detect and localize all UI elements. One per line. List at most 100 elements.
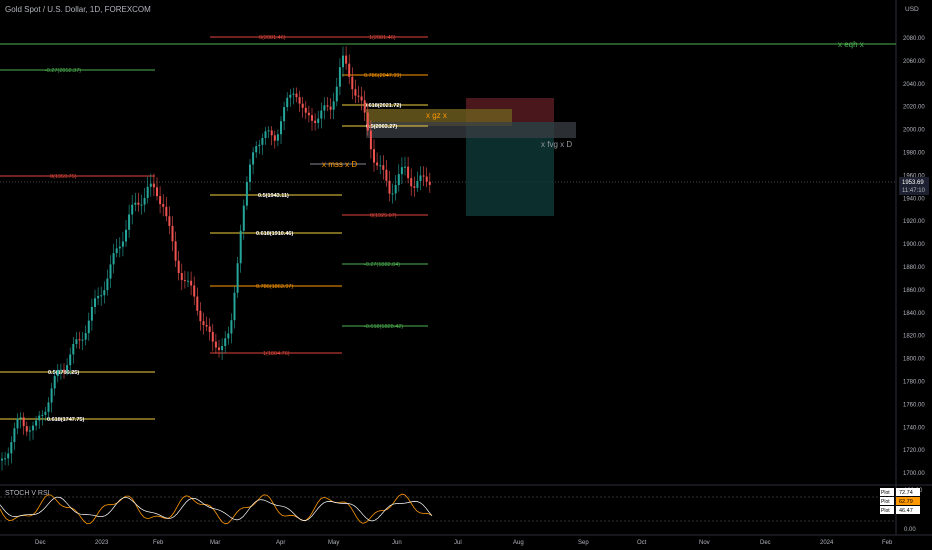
- candle-body: [354, 89, 357, 96]
- time-tick: Mar: [210, 540, 220, 546]
- price-tick: 2060.00: [903, 59, 925, 65]
- candle-body: [283, 107, 286, 122]
- price-tick: 1840.00: [903, 311, 925, 317]
- candle-body: [63, 369, 65, 371]
- time-axis[interactable]: Dec 2023 Feb Mar Apr May Jun Jul Aug Sep Oct Nov Dec…: [35, 540, 893, 546]
- golden-zone-box[interactable]: [366, 109, 512, 126]
- candle-body: [360, 96, 363, 101]
- candle-body: [391, 193, 394, 195]
- candle-body: [1, 458, 3, 461]
- candle-body: [239, 230, 242, 264]
- candle-body: [264, 131, 267, 138]
- candle-body: [168, 216, 171, 226]
- candle-body: [75, 339, 78, 344]
- candle-body: [174, 241, 177, 261]
- candle-body: [428, 181, 431, 185]
- candle-body: [22, 417, 25, 427]
- time-tick: 2024: [820, 540, 834, 546]
- candle-body: [7, 453, 10, 459]
- candle-body: [4, 458, 7, 460]
- price-tick: 1780.00: [903, 380, 925, 386]
- candle-body: [50, 388, 53, 403]
- candle-body: [109, 264, 112, 279]
- candle-body: [78, 339, 81, 341]
- svg-text:72.74: 72.74: [899, 490, 913, 496]
- candle-body: [385, 169, 388, 181]
- candle-body: [53, 376, 56, 389]
- candle-body: [292, 93, 295, 95]
- fib-label: 0.786(2047.99): [364, 73, 401, 79]
- candle-body: [118, 246, 121, 249]
- candle-body: [230, 320, 233, 334]
- candle-body: [233, 292, 236, 321]
- time-tick: May: [328, 540, 339, 546]
- candle-body: [10, 442, 13, 454]
- fib-label: -0.618(1828.42): [364, 324, 403, 330]
- candle-body: [224, 338, 227, 347]
- candle-body: [13, 428, 16, 443]
- candle-body: [261, 137, 264, 145]
- candle-body: [38, 415, 41, 421]
- candle-body: [258, 144, 261, 147]
- fvg-box[interactable]: [366, 122, 576, 138]
- candle-body: [410, 178, 413, 187]
- fib-label: 1(1804.76): [263, 351, 290, 357]
- mss-label: x mss x D: [322, 160, 357, 169]
- candle-body: [112, 253, 115, 265]
- price-axis[interactable]: 2080.00 2060.00 2040.00 2020.00 2000.00 1980.…: [903, 36, 925, 477]
- candle-body: [193, 285, 196, 297]
- candle-body: [199, 310, 202, 322]
- candle-body: [128, 214, 131, 230]
- candle-body: [323, 105, 326, 111]
- candle-body: [298, 97, 301, 104]
- candle-body: [134, 202, 137, 205]
- candle-body: [267, 130, 270, 132]
- price-tick: 2040.00: [903, 82, 925, 88]
- time-tick: Nov: [699, 540, 710, 546]
- price-tick: 1820.00: [903, 334, 925, 340]
- price-tick: 1700.00: [903, 471, 925, 477]
- candle-body: [307, 112, 310, 116]
- fib-label: 0.5(1943.11): [258, 193, 289, 199]
- candle-body: [84, 333, 87, 340]
- candle-body: [332, 101, 335, 110]
- candle-body: [19, 417, 22, 419]
- fib-levels[interactable]: 0(2081.46) 1(2081.46) -0.27(2052.37) 0.7…: [0, 35, 428, 423]
- candle-body: [103, 290, 106, 296]
- candle-body: [202, 321, 205, 326]
- price-tick: 1860.00: [903, 288, 925, 294]
- candle-body: [56, 369, 59, 377]
- candle-body: [357, 95, 360, 97]
- time-tick: Oct: [637, 540, 647, 546]
- time-tick: Dec: [760, 540, 771, 546]
- candle-body: [379, 165, 382, 167]
- candle-body: [245, 181, 248, 206]
- candle-body: [295, 93, 298, 98]
- candle-body: [72, 343, 75, 355]
- svg-text:Plot: Plot: [881, 490, 890, 496]
- price-tick: 1760.00: [903, 402, 925, 408]
- candle-body: [121, 241, 124, 247]
- candle-body: [97, 295, 100, 299]
- price-tick: 1740.00: [903, 425, 925, 431]
- price-candles: [1, 46, 431, 471]
- candle-body: [286, 97, 289, 108]
- candle-body: [35, 420, 38, 426]
- candle-body: [69, 354, 72, 366]
- time-tick: Jun: [392, 540, 402, 546]
- candle-body: [106, 278, 109, 291]
- time-tick: Sep: [578, 540, 589, 546]
- candle-body: [187, 280, 189, 282]
- candle-body: [32, 425, 34, 431]
- candle-body: [320, 110, 323, 119]
- time-tick: Apr: [276, 540, 285, 546]
- candle-body: [196, 296, 199, 311]
- candle-body: [165, 206, 168, 217]
- candle-body: [211, 331, 214, 342]
- gz-label: x gz x: [426, 111, 447, 120]
- candle-body: [366, 112, 369, 131]
- price-tick: 2080.00: [903, 36, 925, 42]
- candle-body: [270, 130, 273, 136]
- price-tick: 1940.00: [903, 196, 925, 202]
